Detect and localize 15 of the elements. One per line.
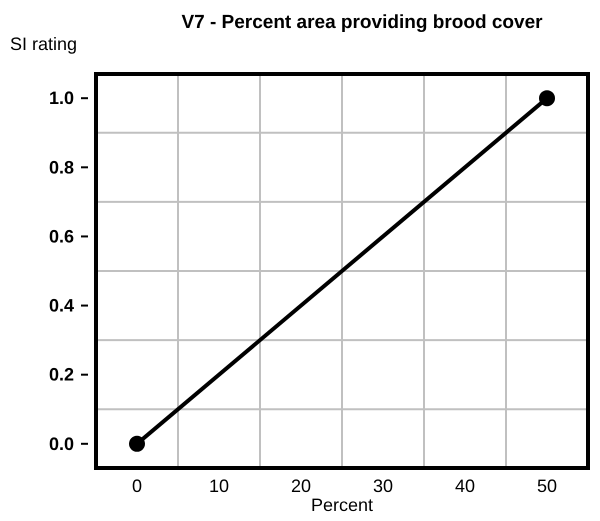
y-tick-label: 0.4 bbox=[48, 296, 74, 316]
x-tick-label: 40 bbox=[454, 476, 476, 496]
x-tick-label: 30 bbox=[372, 476, 394, 496]
x-tick-label: 0 bbox=[132, 476, 142, 496]
x-tick-label: 10 bbox=[208, 476, 230, 496]
y-tick-label: 0.2 bbox=[48, 364, 74, 385]
y-tick-label: 0.8 bbox=[48, 157, 74, 178]
x-tick-label: 20 bbox=[290, 476, 312, 496]
chart-title: V7 - Percent area providing brood cover bbox=[181, 12, 544, 33]
x-axis-title: Percent bbox=[310, 495, 374, 515]
y-axis-title: SI rating bbox=[10, 34, 78, 54]
y-tick-label: 0.0 bbox=[48, 434, 74, 454]
y-tick-label: 1.0 bbox=[48, 88, 74, 108]
y-tick-label: 0.6 bbox=[48, 226, 74, 246]
x-tick-label: 50 bbox=[536, 476, 558, 496]
